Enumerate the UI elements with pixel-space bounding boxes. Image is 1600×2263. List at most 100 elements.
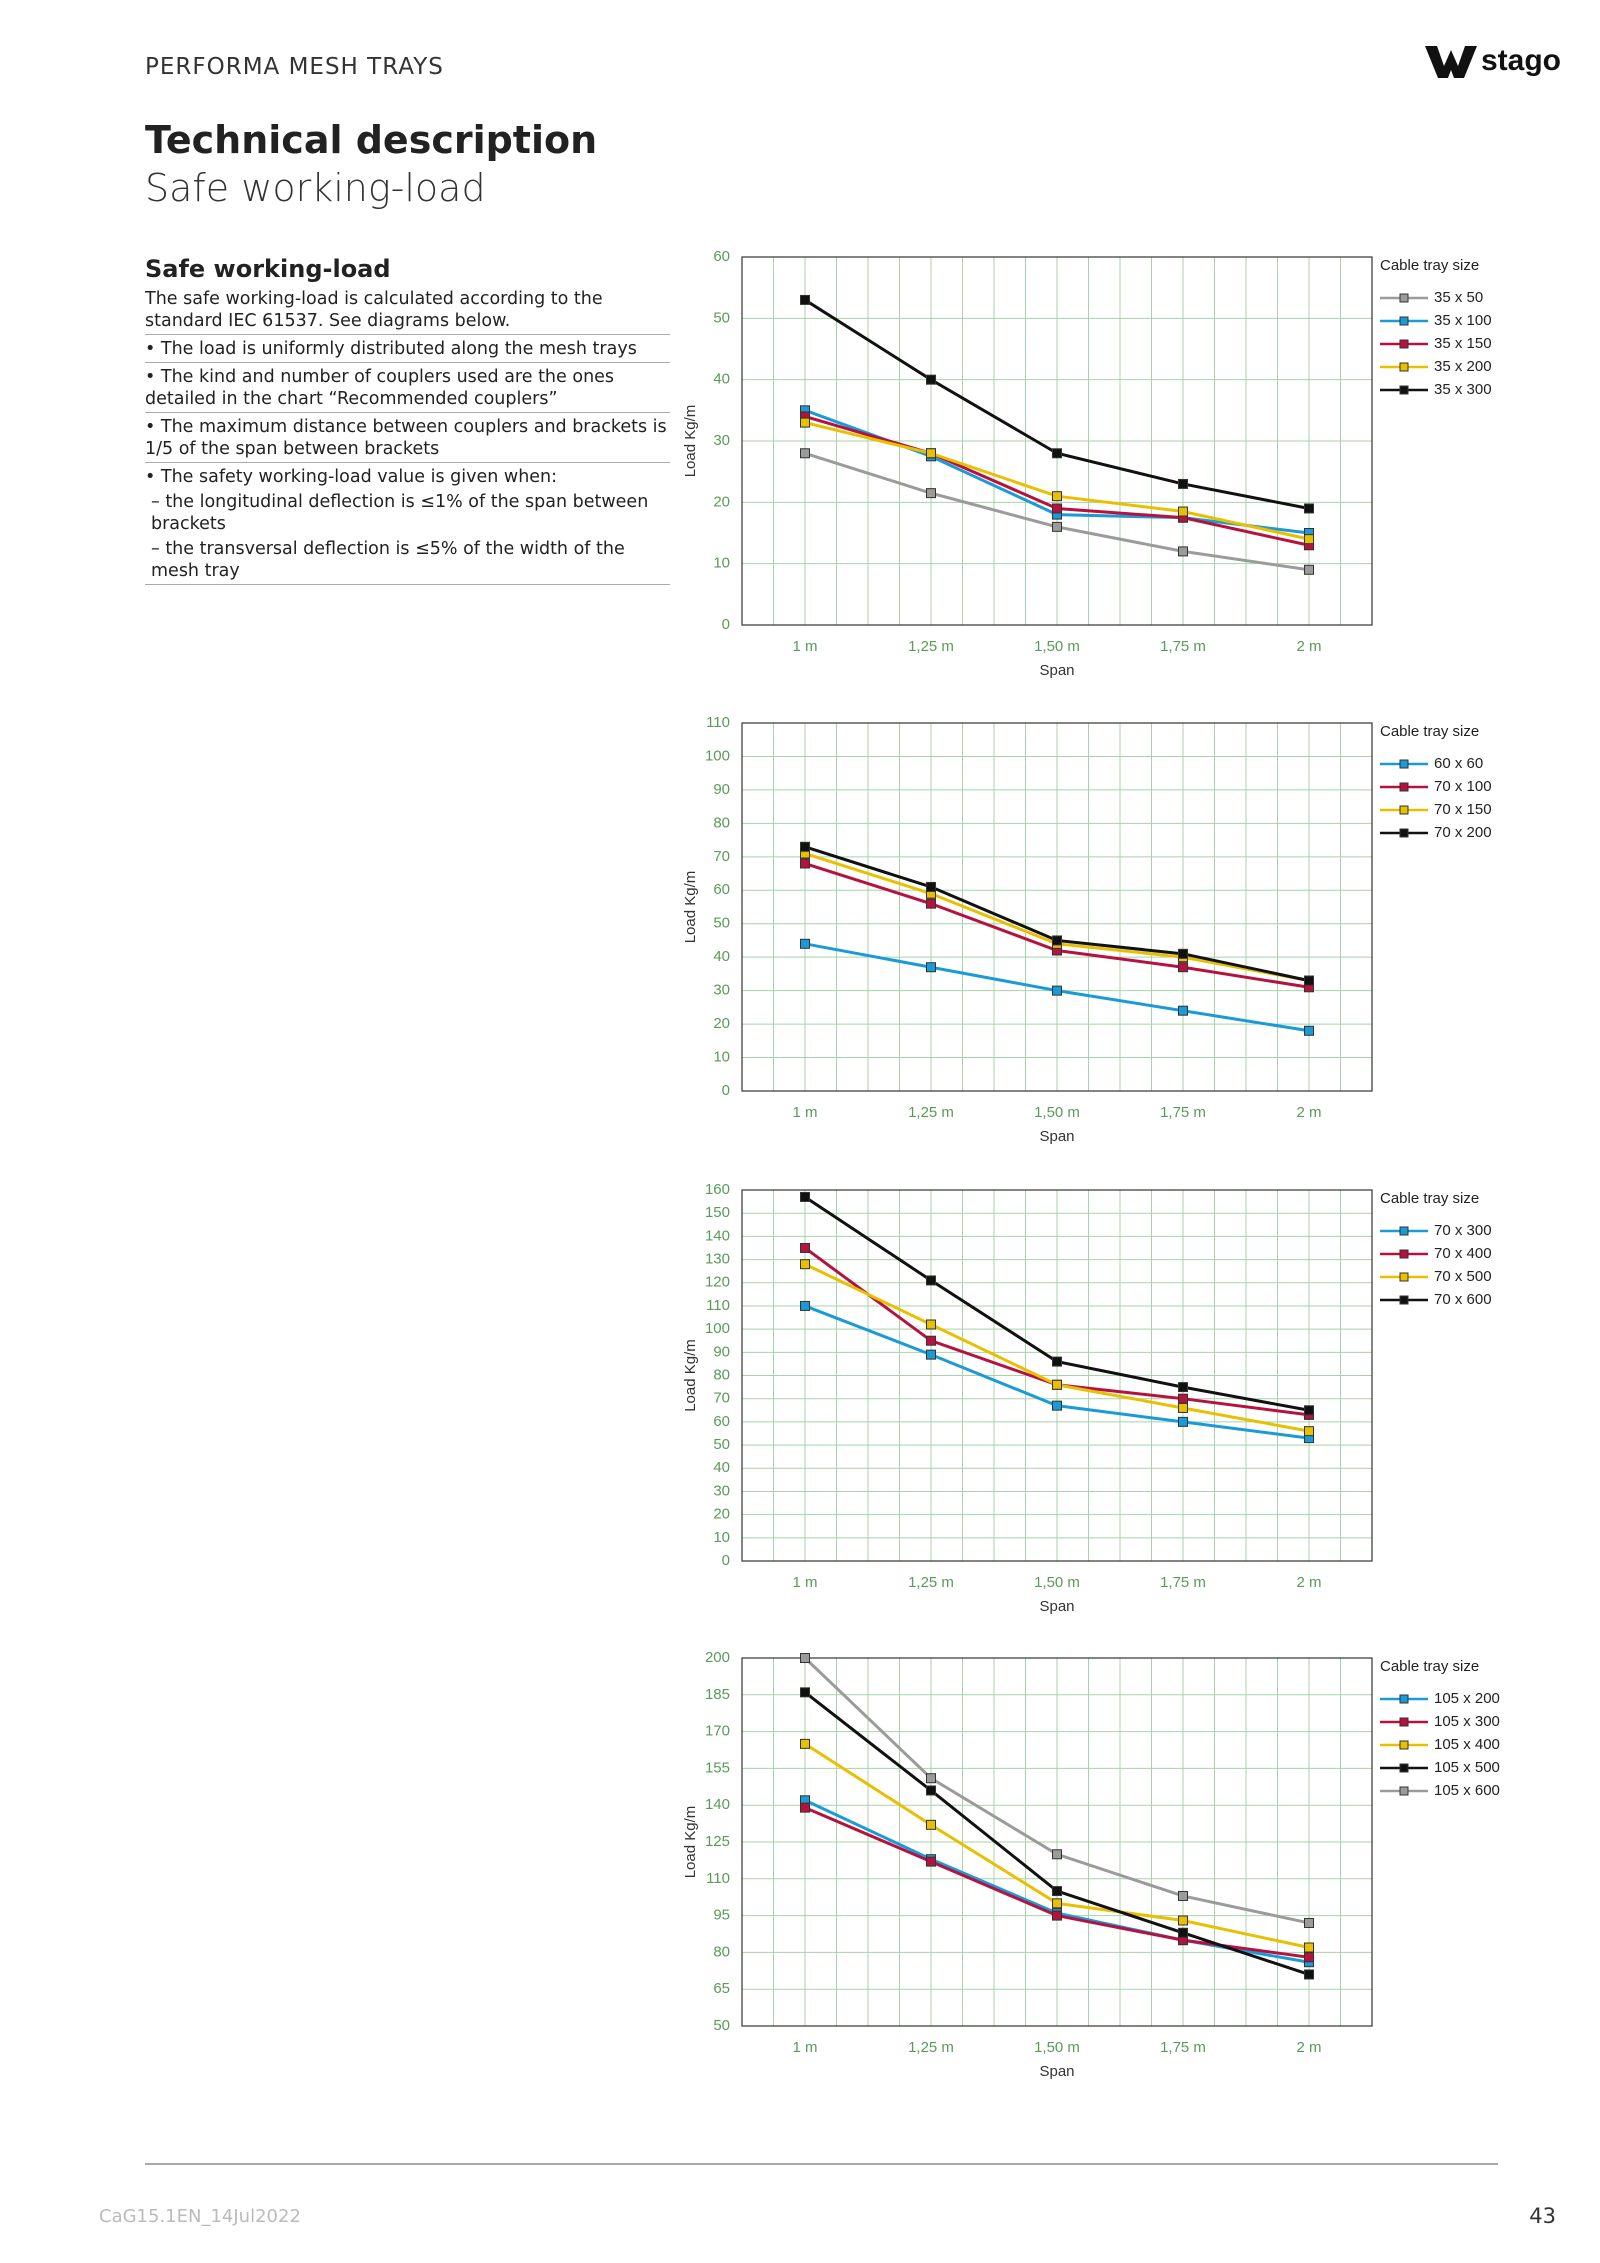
point-marker (1052, 1356, 1062, 1367)
legend-marker (1399, 385, 1409, 395)
x-tick-label: 2 m (1296, 1104, 1321, 1121)
point-marker (1304, 1942, 1314, 1953)
y-tick-label: 50 (713, 309, 730, 326)
point-marker (1178, 546, 1188, 557)
plot-frame (741, 1657, 1373, 2027)
x-tick-label: 1,25 m (908, 2039, 954, 2056)
x-tick-label: 1,25 m (908, 638, 954, 655)
x-tick-label: 1,50 m (1034, 1574, 1080, 1591)
point-marker (1178, 1890, 1188, 1901)
y-tick-label: 110 (706, 1297, 730, 1314)
plot-frame (741, 1189, 1373, 1562)
page-title: Technical description (145, 118, 598, 162)
point-marker (1052, 1910, 1062, 1921)
legend-label: 35 x 100 (1434, 312, 1492, 329)
x-tick-label: 1,75 m (1160, 638, 1206, 655)
y-tick-label: 80 (713, 1943, 730, 1960)
x-axis-label: Span (1039, 662, 1074, 679)
point-marker (926, 1785, 936, 1796)
point-marker (800, 1191, 810, 1202)
legend-label: 70 x 300 (1434, 1222, 1492, 1239)
x-tick-label: 1,75 m (1160, 2039, 1206, 2056)
point-marker (800, 1738, 810, 1749)
x-tick-label: 1 m (792, 1104, 817, 1121)
y-tick-label: 200 (705, 1649, 730, 1666)
legend-marker (1399, 828, 1409, 838)
sub-item: – the transversal deflection is ≤5% of t… (145, 537, 670, 585)
y-tick-label: 140 (705, 1227, 730, 1244)
point-marker (1178, 962, 1188, 973)
point-marker (926, 374, 936, 385)
legend-marker (1399, 1272, 1409, 1282)
y-tick-label: 110 (706, 1870, 730, 1887)
point-marker (800, 1653, 810, 1663)
point-marker (800, 1687, 810, 1698)
x-tick-label: 1,50 m (1034, 638, 1080, 655)
legend-label: 35 x 300 (1434, 381, 1492, 398)
paragraph: The safe working-load is calculated acco… (145, 287, 670, 335)
point-marker (1178, 1382, 1188, 1393)
legend-label: 105 x 600 (1434, 1782, 1500, 1799)
point-marker (1304, 1025, 1314, 1036)
section: Safe working-load The safe working-load … (145, 255, 670, 587)
point-marker (1052, 935, 1062, 946)
x-tick-label: 1 m (792, 1574, 817, 1591)
y-tick-label: 80 (713, 1366, 730, 1383)
y-tick-label: 0 (722, 1552, 730, 1569)
legend-label: 105 x 200 (1434, 1690, 1500, 1707)
point-marker (1052, 1379, 1062, 1390)
y-tick-label: 125 (705, 1833, 730, 1850)
point-marker (1304, 534, 1314, 545)
legend-marker (1399, 293, 1409, 303)
point-marker (1178, 506, 1188, 517)
point-marker (1052, 1849, 1062, 1860)
point-marker (800, 858, 810, 869)
y-tick-label: 155 (705, 1759, 730, 1776)
point-marker (1304, 975, 1314, 986)
point-marker (1052, 491, 1062, 502)
point-marker (1304, 1969, 1314, 1980)
legend-marker (1399, 1249, 1409, 1259)
point-marker (1178, 1402, 1188, 1413)
y-tick-label: 0 (722, 1082, 730, 1099)
y-axis-label: Load Kg/m (682, 871, 699, 944)
y-axis-label: Load Kg/m (682, 1339, 699, 1412)
plot-frame (741, 722, 1373, 1092)
point-marker (1304, 503, 1314, 514)
point-marker (926, 1275, 936, 1286)
x-tick-label: 2 m (1296, 1574, 1321, 1591)
legend-title: Cable tray size (1380, 723, 1479, 740)
legend-label: 70 x 150 (1434, 801, 1492, 818)
point-marker (1304, 564, 1314, 575)
y-tick-label: 185 (705, 1686, 730, 1703)
point-marker (800, 841, 810, 852)
x-axis-label: Span (1039, 1128, 1074, 1145)
legend-marker (1399, 1786, 1409, 1796)
point-marker (800, 938, 810, 949)
y-tick-label: 100 (705, 1320, 730, 1337)
y-tick-label: 50 (713, 915, 730, 932)
point-marker (1052, 521, 1062, 532)
point-marker (926, 1819, 936, 1830)
y-tick-label: 10 (713, 1049, 730, 1066)
point-marker (1052, 1886, 1062, 1897)
y-tick-label: 30 (713, 432, 730, 449)
x-tick-label: 1,75 m (1160, 1574, 1206, 1591)
x-tick-label: 1,50 m (1034, 2039, 1080, 2056)
legend-label: 35 x 150 (1434, 335, 1492, 352)
legend-label: 70 x 600 (1434, 1291, 1492, 1308)
y-tick-label: 20 (713, 1506, 730, 1523)
y-axis-label: Load Kg/m (682, 405, 699, 478)
x-axis-label: Span (1039, 1598, 1074, 1615)
legend-marker (1399, 1694, 1409, 1704)
y-tick-label: 150 (705, 1204, 730, 1221)
point-marker (1178, 1393, 1188, 1404)
y-tick-label: 60 (713, 881, 730, 898)
point-marker (926, 881, 936, 892)
x-tick-label: 1,25 m (908, 1104, 954, 1121)
point-marker (1178, 948, 1188, 959)
y-tick-label: 70 (713, 848, 730, 865)
legend-marker (1399, 759, 1409, 769)
point-marker (1178, 1915, 1188, 1926)
legend-title: Cable tray size (1380, 1190, 1479, 1207)
